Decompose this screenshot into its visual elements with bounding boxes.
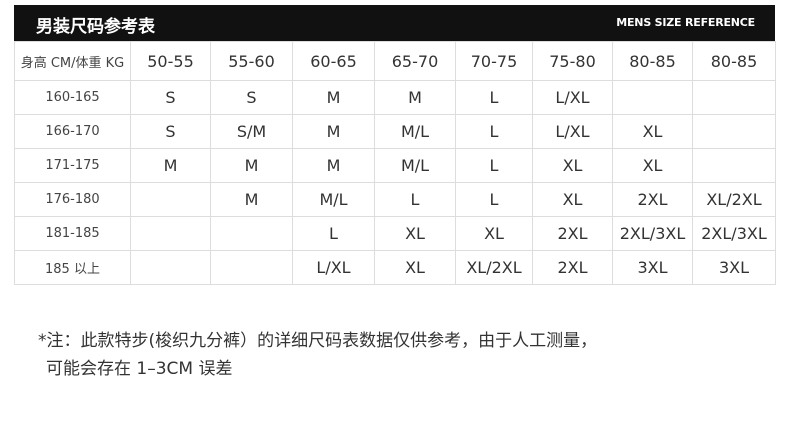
table-row: 166-170 S S/M M M/L L L/XL XL [14, 114, 776, 149]
size-cell [130, 250, 211, 285]
size-cell: 3XL [692, 250, 776, 285]
table-row: 176-180 M M/L L L XL 2XL XL/2XL [14, 182, 776, 217]
size-table: 身高 CM/体重 KG 50-55 55-60 60-65 65-70 70-75 75-8… [14, 41, 776, 285]
size-cell: XL [532, 182, 613, 217]
size-cell: S [210, 80, 293, 115]
note: *注：此款特步(梭织九分裤）的详细尺码表数据仅供参考，由于人工测量， [38, 331, 598, 351]
column-header: 55-60 [210, 41, 293, 81]
size-cell [130, 182, 211, 217]
row-label: 166-170 [14, 114, 131, 149]
size-cell: 2XL/3XL [692, 216, 776, 251]
table-row: 171-175 M M M M/L L XL XL [14, 148, 776, 183]
size-cell: S/M [210, 114, 293, 149]
column-header: 65-70 [374, 41, 456, 81]
column-header: 75-80 [532, 41, 613, 81]
size-cell: 2XL [532, 250, 613, 285]
size-cell: L/XL [532, 80, 613, 115]
size-cell: XL [374, 250, 456, 285]
size-cell: L/XL [532, 114, 613, 149]
size-cell: M [292, 114, 375, 149]
table-row: 185 以上 L/XL XL XL/2XL 2XL 3XL 3XL [14, 250, 776, 285]
size-cell: L [455, 80, 533, 115]
size-cell: XL/2XL [455, 250, 533, 285]
header-row: 身高 CM/体重 KG 50-55 55-60 60-65 65-70 70-75 75-8… [14, 41, 776, 81]
size-cell: XL/2XL [692, 182, 776, 217]
header-bar: 男装尺码参考表 MENS SIZE REFERENCE [14, 5, 775, 41]
subtitle: MENS SIZE REFERENCE [616, 16, 755, 29]
size-cell: XL [374, 216, 456, 251]
column-header: 80-85 [692, 41, 776, 81]
size-cell: M/L [374, 114, 456, 149]
row-label: 160-165 [14, 80, 131, 115]
title: 男装尺码参考表 [36, 17, 155, 37]
note: 可能会存在 1–3CM 误差 [46, 359, 233, 379]
row-label: 181-185 [14, 216, 131, 251]
table-row: 160-165 S S M M L L/XL [14, 80, 776, 115]
size-cell [692, 80, 776, 115]
size-cell [692, 148, 776, 183]
size-cell: L [374, 182, 456, 217]
size-cell: 2XL/3XL [612, 216, 693, 251]
size-cell: M [210, 182, 293, 217]
size-cell: M [292, 148, 375, 183]
size-cell [210, 216, 293, 251]
size-cell: M [374, 80, 456, 115]
size-cell: XL [612, 114, 693, 149]
size-cell: XL [612, 148, 693, 183]
column-header: 70-75 [455, 41, 533, 81]
size-cell [612, 80, 693, 115]
size-cell: M [292, 80, 375, 115]
row-label: 171-175 [14, 148, 131, 183]
row-label: 185 以上 [14, 250, 131, 285]
size-cell: XL [532, 148, 613, 183]
size-cell: 2XL [532, 216, 613, 251]
row-label: 176-180 [14, 182, 131, 217]
size-cell [692, 114, 776, 149]
size-cell: L [455, 114, 533, 149]
size-cell: S [130, 80, 211, 115]
table-row: 181-185 L XL XL 2XL 2XL/3XL 2XL/3XL [14, 216, 776, 251]
size-cell: XL [455, 216, 533, 251]
size-cell: L [292, 216, 375, 251]
size-cell [210, 250, 293, 285]
size-cell: L [455, 148, 533, 183]
size-cell: M [130, 148, 211, 183]
size-cell: 2XL [612, 182, 693, 217]
column-header: 50-55 [130, 41, 211, 81]
column-header: 60-65 [292, 41, 375, 81]
size-cell: L [455, 182, 533, 217]
size-cell: L/XL [292, 250, 375, 285]
size-cell: M/L [292, 182, 375, 217]
size-cell: M/L [374, 148, 456, 183]
size-cell: 3XL [612, 250, 693, 285]
column-header: 80-85 [612, 41, 693, 81]
size-cell: S [130, 114, 211, 149]
size-cell: M [210, 148, 293, 183]
column-header: 身高 CM/体重 KG [14, 41, 131, 81]
size-cell [130, 216, 211, 251]
